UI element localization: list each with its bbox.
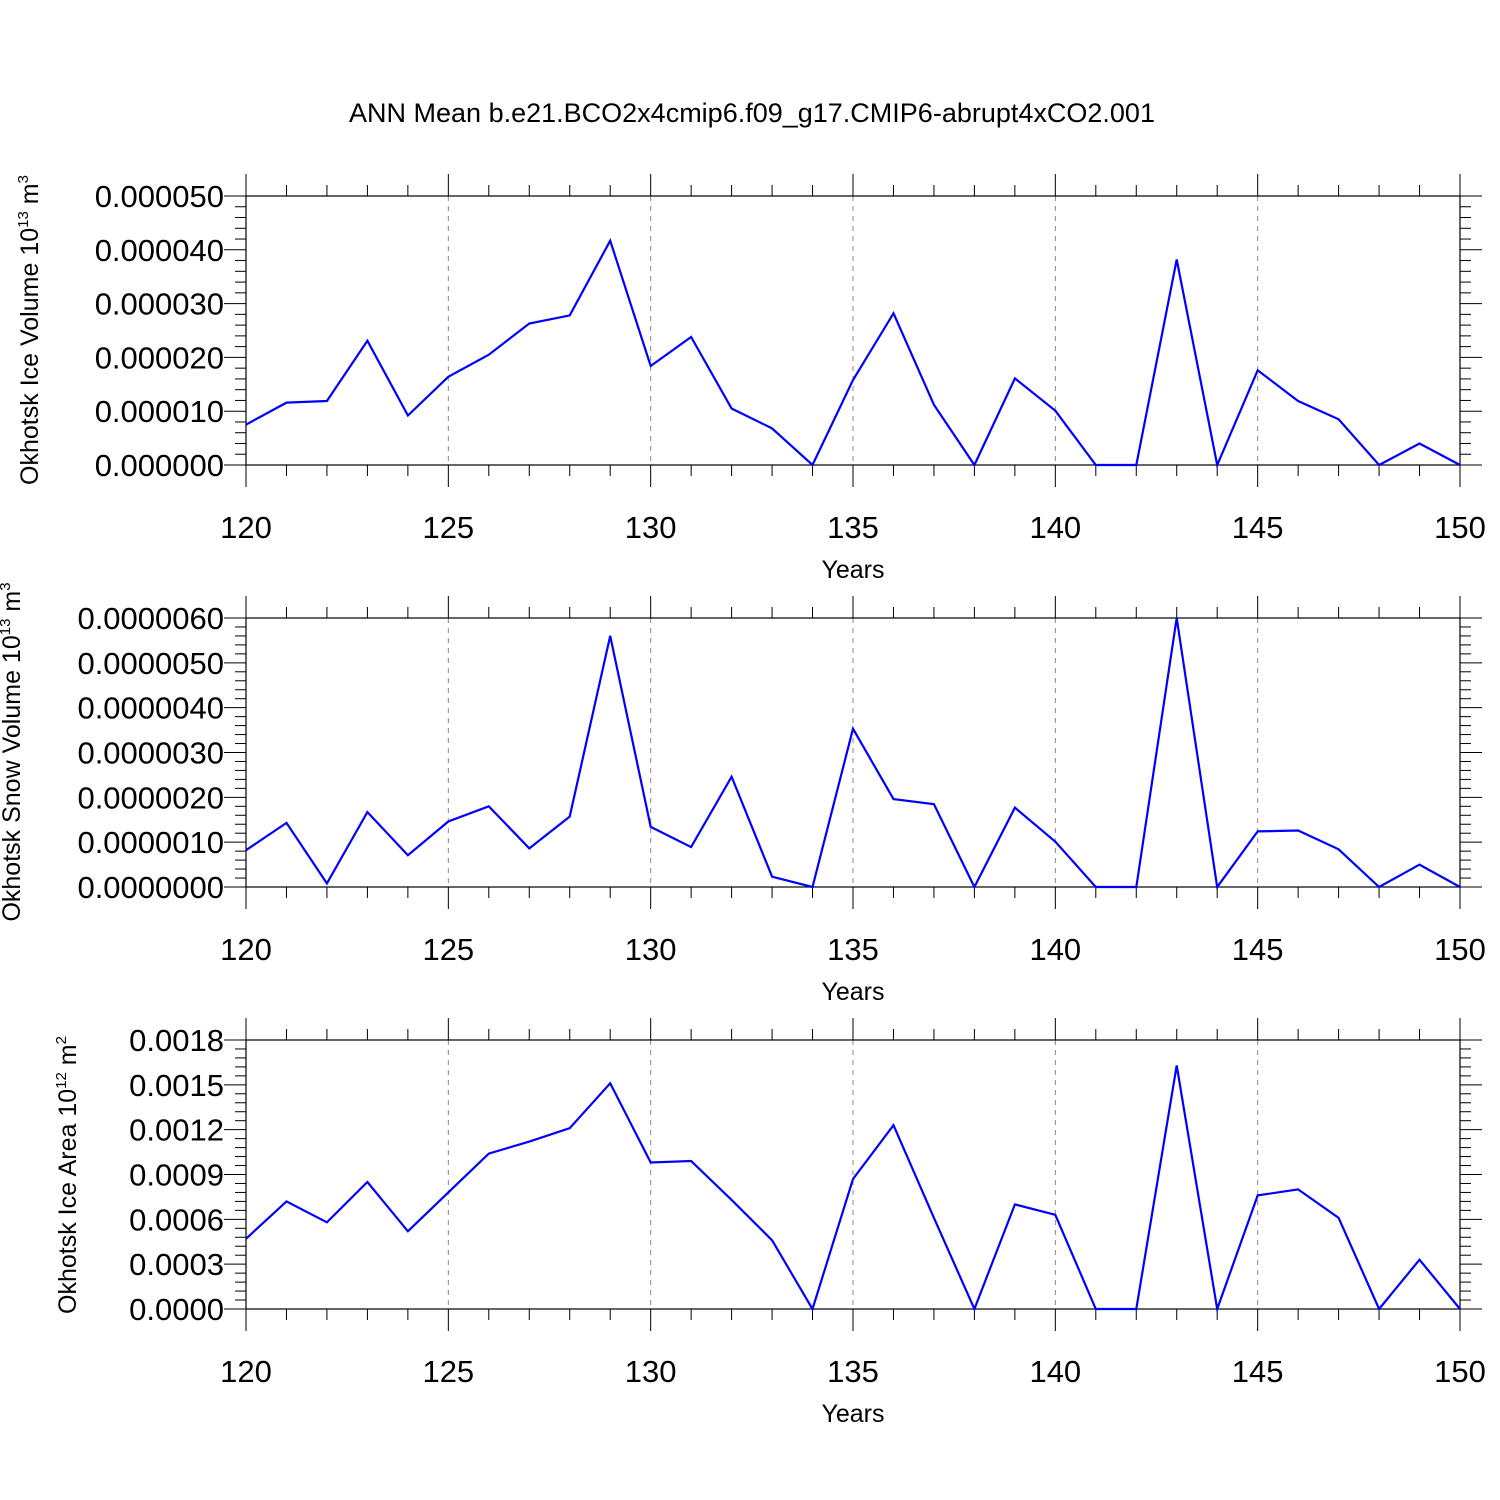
- y-tick-label: 0.0003: [129, 1247, 224, 1282]
- x-tick-label: 145: [1232, 1354, 1284, 1389]
- x-tick-label: 125: [422, 510, 474, 545]
- y-tick-label: 0.0000030: [77, 736, 224, 771]
- y-axis-label: Okhotsk Ice Area 1012 m2: [53, 1036, 82, 1314]
- x-tick-label: 125: [422, 932, 474, 967]
- x-tick-label: 145: [1232, 510, 1284, 545]
- y-tick-label: 0.000040: [95, 233, 224, 268]
- y-tick-label: 0.000020: [95, 340, 224, 375]
- y-tick-label: 0.000000: [95, 448, 224, 483]
- x-tick-label: 130: [625, 932, 677, 967]
- x-tick-label: 135: [827, 510, 879, 545]
- x-tick-label: 150: [1434, 510, 1486, 545]
- y-tick-label: 0.000010: [95, 394, 224, 429]
- y-axis-label: Okhotsk Snow Volume 1013 m3: [0, 582, 26, 921]
- x-tick-label: 150: [1434, 932, 1486, 967]
- x-axis-label: Years: [821, 978, 884, 1006]
- x-tick-label: 140: [1029, 510, 1081, 545]
- x-tick-label: 120: [220, 932, 272, 967]
- series-line: [245, 617, 1461, 890]
- y-tick-label: 0.0000020: [77, 780, 224, 815]
- y-tick-label: 0.0000000: [77, 870, 224, 905]
- y-tick-label: 0.0012: [129, 1113, 224, 1148]
- x-tick-label: 135: [827, 1354, 879, 1389]
- y-tick-label: 0.0015: [129, 1068, 224, 1103]
- series-line: [245, 1065, 1461, 1314]
- x-tick-label: 140: [1029, 1354, 1081, 1389]
- x-tick-label: 150: [1434, 1354, 1486, 1389]
- x-tick-label: 140: [1029, 932, 1081, 967]
- y-tick-label: 0.0009: [129, 1158, 224, 1193]
- y-tick-label: 0.000050: [95, 179, 224, 214]
- x-axis-label: Years: [821, 556, 884, 584]
- chart-panel-2: 0.0000000 0.0000010 0.0000020 0.0000030 0.00…: [0, 582, 1486, 1006]
- chart-panel-3: 0.0000 0.0003 0.0006 0.0009 0.0012 0.0015 0.00…: [53, 1018, 1486, 1428]
- y-tick-label: 0.0000: [129, 1292, 224, 1327]
- x-tick-label: 130: [625, 1354, 677, 1389]
- x-tick-label: 120: [220, 1354, 272, 1389]
- y-tick-label: 0.0000040: [77, 691, 224, 726]
- y-tick-label: 0.0000050: [77, 646, 224, 681]
- x-tick-label: 145: [1232, 932, 1284, 967]
- x-tick-label: 125: [422, 1354, 474, 1389]
- y-tick-label: 0.0006: [129, 1202, 224, 1237]
- y-tick-label: 0.0000060: [77, 601, 224, 636]
- chart-panel-1: 0.000000 0.000010 0.000020 0.000030 0.000040…: [15, 174, 1486, 584]
- y-tick-label: 0.000030: [95, 287, 224, 322]
- x-tick-label: 130: [625, 510, 677, 545]
- y-tick-label: 0.0018: [129, 1023, 224, 1058]
- series-line: [245, 237, 1461, 469]
- x-axis-label: Years: [821, 1400, 884, 1428]
- y-axis-label: Okhotsk Ice Volume 1013 m3: [15, 175, 44, 485]
- figure-title: ANN Mean b.e21.BCO2x4cmip6.f09_g17.CMIP6…: [349, 98, 1155, 128]
- x-tick-label: 120: [220, 510, 272, 545]
- y-tick-label: 0.0000010: [77, 825, 224, 860]
- x-tick-label: 135: [827, 932, 879, 967]
